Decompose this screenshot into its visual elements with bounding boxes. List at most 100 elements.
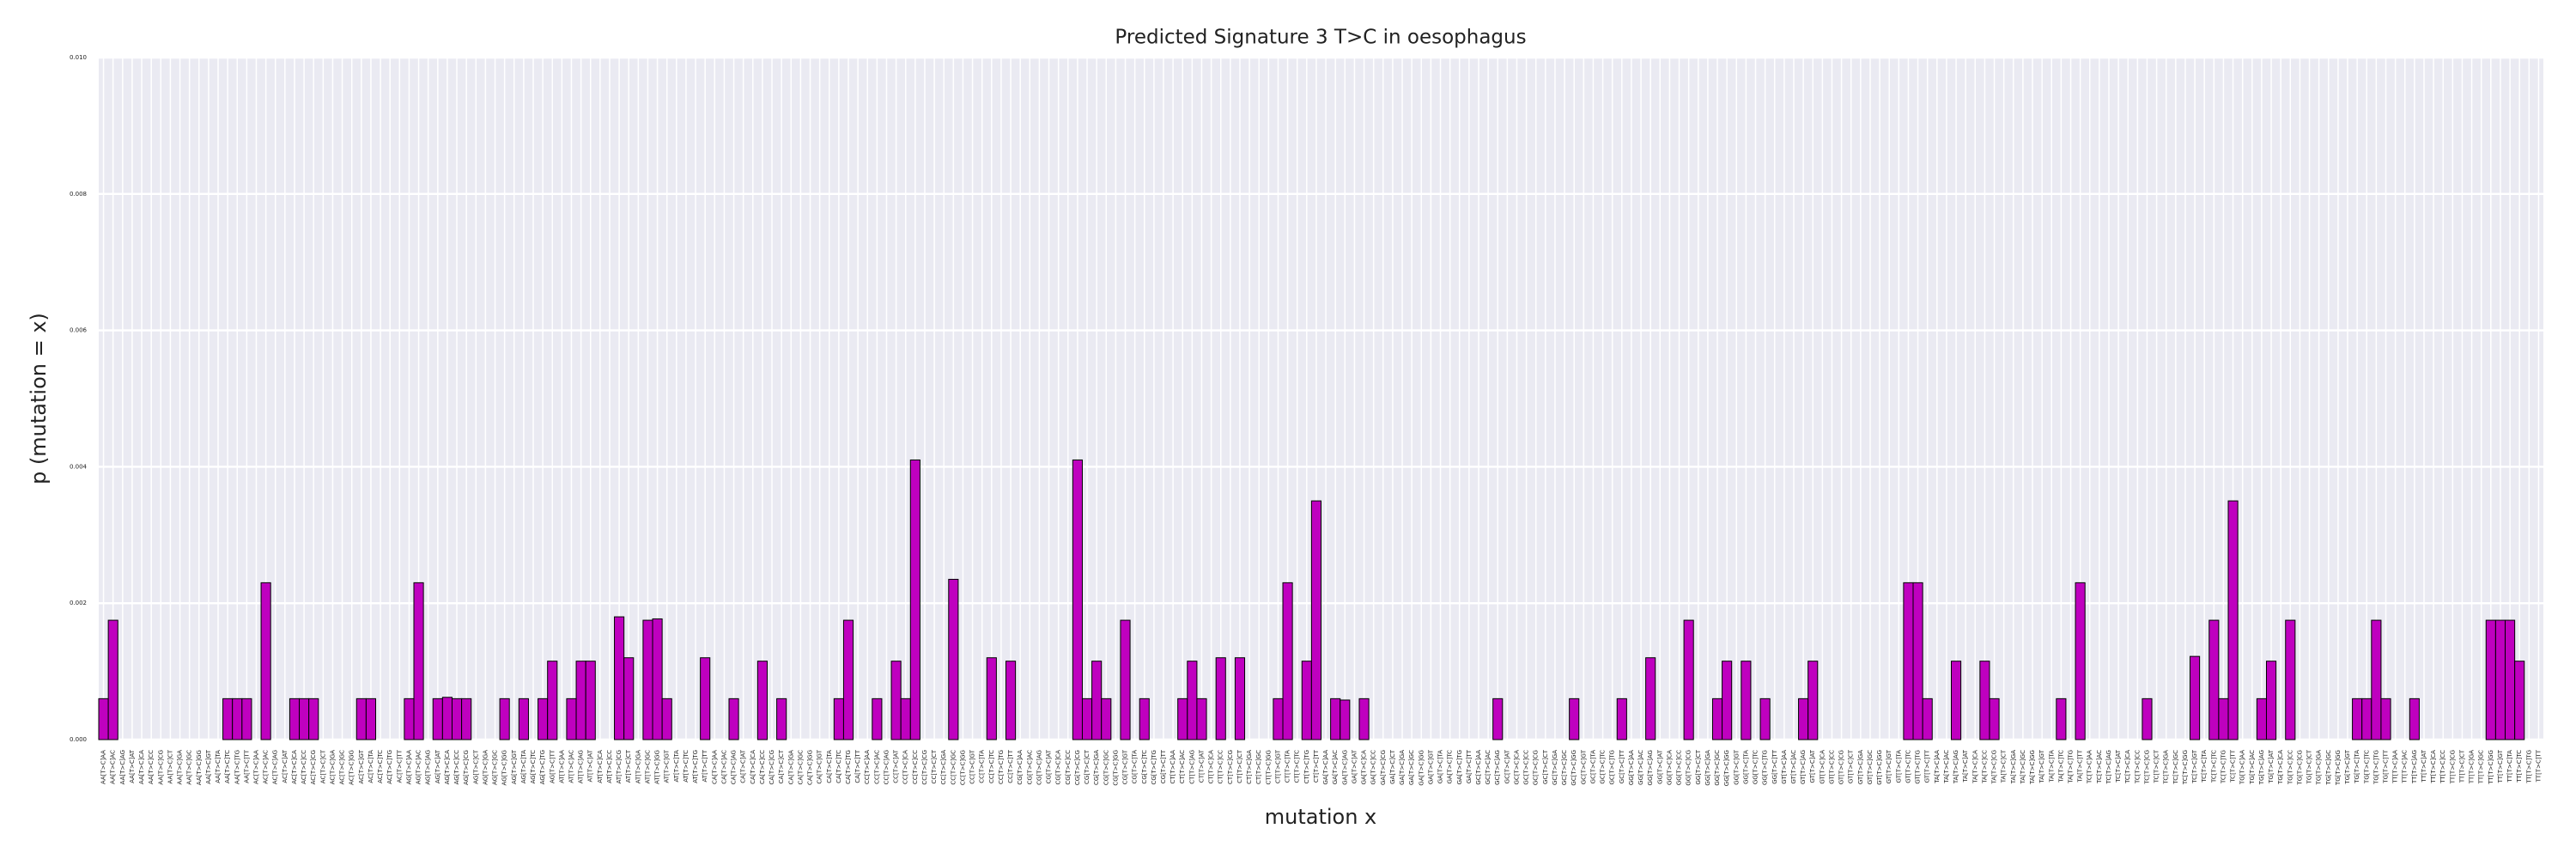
bar bbox=[1912, 582, 1923, 740]
x-tick-label: TT[T>C]GC bbox=[2478, 750, 2485, 784]
x-tick-label: GT[T>C]CT bbox=[1848, 749, 1855, 783]
x-tick-label: TG[T>C]TG bbox=[2372, 750, 2379, 785]
x-tick-label: TC[T>C]TT bbox=[2230, 749, 2237, 783]
bar bbox=[1215, 657, 1226, 740]
x-tick-label: TC[T>C]GC bbox=[2172, 750, 2179, 785]
x-tick-label: GT[T>C]TG bbox=[1915, 750, 1922, 784]
x-tick-label: CA[T>C]TA bbox=[826, 750, 833, 783]
x-tick-label: AG[T>C]TA bbox=[520, 750, 527, 783]
x-tick-label: GT[T>C]TT bbox=[1924, 749, 1931, 783]
x-tick-label: CT[T>C]GT bbox=[1274, 749, 1281, 783]
bar bbox=[222, 698, 234, 740]
x-tick-label: GG[T>C]CG bbox=[1686, 750, 1692, 786]
bar bbox=[585, 661, 596, 740]
bar bbox=[700, 657, 711, 740]
x-tick-label: AC[T>C]CT bbox=[319, 749, 326, 783]
bar bbox=[365, 698, 377, 740]
x-tick-label: AA[T>C]GA bbox=[177, 750, 184, 785]
x-tick-label: CA[T>C]GA bbox=[787, 750, 794, 785]
bar bbox=[1950, 661, 1962, 740]
x-tick-label: GT[T>C]TC bbox=[1905, 750, 1911, 783]
bar bbox=[986, 657, 997, 740]
bar bbox=[451, 698, 463, 740]
x-tick-label: GC[T>C]CG bbox=[1533, 750, 1540, 785]
x-tick-label: CG[T>C]AT bbox=[1046, 749, 1053, 783]
bar bbox=[1645, 657, 1656, 740]
x-tick-label: TC[T>C]CG bbox=[2143, 750, 2150, 785]
bar bbox=[2142, 698, 2153, 740]
x-tick-label: TC[T>C]CT bbox=[2154, 749, 2160, 783]
x-tick-label: CA[T>C]GG bbox=[807, 750, 814, 785]
x-tick-label: TT[T>C]TA bbox=[2506, 750, 2513, 783]
x-tick-label: AT[T>C]GT bbox=[664, 749, 671, 783]
x-tick-label: AC[T>C]GC bbox=[339, 750, 346, 784]
x-tick-label: GC[T>C]AC bbox=[1485, 750, 1492, 784]
x-tick-label: GA[T>C]CC bbox=[1370, 750, 1377, 785]
y-tick-label: 0.002 bbox=[70, 600, 87, 606]
bar bbox=[756, 661, 768, 740]
x-tick-label: TC[T>C]AC bbox=[2096, 750, 2103, 784]
x-tick-label: CA[T>C]CG bbox=[769, 750, 775, 784]
x-tick-label: CT[T>C]GA bbox=[1246, 750, 1253, 784]
x-tick-label: TT[T>C]GG bbox=[2488, 750, 2494, 785]
x-tick-label: GA[T>C]GC bbox=[1408, 750, 1415, 785]
x-tick-label: GC[T>C]GC bbox=[1561, 750, 1568, 785]
x-tick-label: AG[T>C]CT bbox=[472, 749, 479, 783]
bar bbox=[652, 618, 663, 740]
x-tick-label: CC[T>C]AC bbox=[873, 750, 880, 784]
x-tick-label: AG[T>C]AG bbox=[425, 750, 432, 785]
bar bbox=[2505, 619, 2516, 740]
x-tick-label: GC[T>C]GG bbox=[1571, 750, 1577, 786]
x-tick-label: GC[T>C]AG bbox=[1494, 750, 1501, 785]
bar bbox=[900, 698, 911, 740]
x-tick-label: AC[T>C]GG bbox=[349, 750, 355, 785]
bar bbox=[1741, 661, 1752, 740]
x-tick-label: AA[T>C]TC bbox=[224, 750, 231, 783]
x-tick-label: TT[T>C]AT bbox=[2421, 749, 2427, 783]
bar bbox=[1759, 698, 1771, 740]
x-tick-label: AG[T>C]GG bbox=[501, 750, 508, 785]
x-tick-label: GG[T>C]GG bbox=[1723, 750, 1730, 786]
x-tick-label: AC[T>C]TA bbox=[368, 750, 374, 783]
bar bbox=[98, 698, 109, 740]
x-tick-label: CA[T>C]TT bbox=[854, 749, 861, 783]
x-tick-label: CC[T>C]TC bbox=[988, 750, 995, 783]
x-tick-label: TC[T>C]TA bbox=[2201, 750, 2208, 783]
x-tick-label: AA[T>C]AG bbox=[119, 750, 126, 784]
x-tick-label: CG[T>C]TA bbox=[1132, 750, 1139, 784]
y-tick-label: 0.004 bbox=[70, 463, 88, 470]
x-tick-label: CG[T>C]TT bbox=[1160, 749, 1167, 783]
x-tick-label: CG[T>C]TC bbox=[1141, 750, 1148, 784]
bar bbox=[872, 698, 883, 740]
bar bbox=[2265, 661, 2277, 740]
bar bbox=[1081, 698, 1093, 740]
x-axis-label: mutation x bbox=[1265, 805, 1377, 829]
x-tick-label: TC[T>C]TC bbox=[2210, 750, 2217, 783]
x-tick-label: AG[T>C]AA bbox=[405, 750, 412, 785]
y-tick-label: 0.010 bbox=[70, 54, 87, 61]
x-tick-label: AA[T>C]AA bbox=[100, 750, 107, 784]
bar bbox=[1187, 661, 1198, 740]
x-tick-label: CG[T>C]TG bbox=[1151, 750, 1157, 785]
x-tick-label: CC[T>C]AT bbox=[893, 749, 900, 783]
x-tick-label: CT[T>C]CC bbox=[1218, 750, 1224, 784]
x-tick-label: CC[T>C]GG bbox=[959, 750, 966, 785]
x-tick-label: GG[T>C]AT bbox=[1656, 749, 1663, 784]
bar bbox=[1310, 500, 1321, 740]
x-tick-label: GG[T>C]TA bbox=[1742, 750, 1749, 784]
x-tick-label: CT[T>C]AG bbox=[1188, 750, 1195, 784]
bar bbox=[890, 661, 902, 740]
x-tick-label: AC[T>C]AC bbox=[263, 750, 270, 784]
x-tick-label: TG[T>C]GC bbox=[2325, 750, 2332, 786]
x-tick-label: CT[T>C]TT bbox=[1313, 749, 1320, 783]
x-tick-label: GG[T>C]GC bbox=[1714, 750, 1721, 786]
x-tick-label: TA[T>C]TG bbox=[2068, 750, 2075, 784]
x-tick-label: GC[T>C]CT bbox=[1542, 749, 1549, 784]
x-tick-label: TT[T>C]AC bbox=[2402, 750, 2409, 784]
bar bbox=[1139, 698, 1150, 740]
x-tick-label: TG[T>C]AC bbox=[2249, 750, 2256, 785]
x-tick-label: TT[T>C]TT bbox=[2535, 749, 2542, 783]
x-tick-label: AA[T>C]CG bbox=[157, 750, 164, 785]
bar bbox=[2256, 698, 2267, 740]
